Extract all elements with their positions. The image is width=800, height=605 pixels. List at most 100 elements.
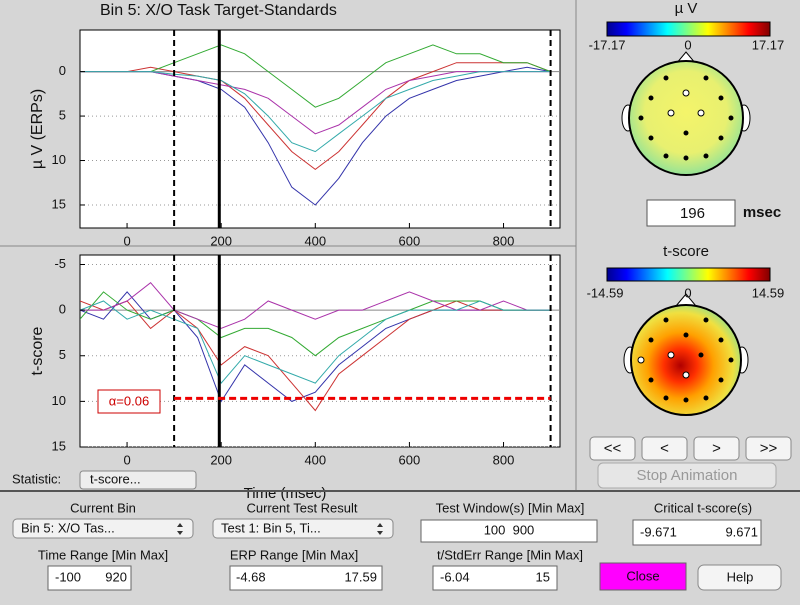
- x-tick-label: 400: [304, 452, 326, 467]
- nav-button[interactable]: [693, 436, 740, 461]
- electrode: [683, 397, 689, 403]
- y-tick-label: 10: [52, 152, 66, 167]
- edit-value: -9.671: [640, 524, 677, 539]
- waveform: [80, 71, 551, 153]
- edit-field[interactable]: [47, 565, 132, 591]
- x-tick-label: 200: [210, 452, 232, 467]
- alpha-box: [97, 389, 161, 414]
- electrode: [648, 337, 654, 343]
- edit-field[interactable]: [420, 519, 598, 543]
- electrode: [648, 135, 654, 141]
- electrode: [703, 153, 709, 159]
- edit-value: 17.59: [344, 569, 377, 584]
- edit-field[interactable]: [632, 519, 762, 546]
- electrode: [703, 395, 709, 401]
- statistic-label: Statistic:: [12, 471, 61, 486]
- electrode: [663, 153, 669, 159]
- x-tick-label: 0: [123, 452, 130, 467]
- edit-value: 9.671: [725, 524, 758, 539]
- electrode: [667, 109, 675, 117]
- x-tick-label: 600: [399, 233, 421, 248]
- electrode: [703, 317, 709, 323]
- edit-field[interactable]: [432, 565, 558, 591]
- electrode: [648, 95, 654, 101]
- chart-title: Bin 5: X/O Task Target-Standards: [100, 2, 337, 19]
- electrode: [718, 337, 724, 343]
- colorbar: [606, 267, 771, 282]
- field-label: ERP Range [Min Max]: [230, 547, 358, 562]
- nav-button-label: <<: [604, 440, 622, 457]
- field-label: Time Range [Min Max]: [38, 547, 168, 562]
- close-button[interactable]: [599, 562, 687, 591]
- popup-menu[interactable]: [212, 518, 394, 539]
- electrode: [698, 352, 704, 358]
- edit-value: 15: [536, 569, 550, 584]
- help-button-label: Help: [727, 569, 754, 584]
- statistic-popup[interactable]: [79, 470, 197, 490]
- nav-button-label: >: [712, 440, 721, 457]
- topo-t: [623, 293, 749, 416]
- close-button-label: Close: [626, 568, 659, 583]
- y-tick-label: 0: [59, 63, 66, 78]
- waveform: [80, 300, 551, 385]
- nav-button[interactable]: [589, 436, 636, 461]
- electrode: [648, 377, 654, 383]
- x-tick-label: 200: [210, 233, 232, 248]
- field-label: Critical t-score(s): [654, 500, 752, 515]
- field-label: Test Window(s) [Min Max]: [436, 500, 585, 515]
- electrode: [683, 155, 689, 161]
- help-button[interactable]: [697, 564, 782, 591]
- x-tick-label: 800: [493, 233, 515, 248]
- plot-layer: [80, 255, 560, 447]
- electrode: [682, 371, 690, 379]
- tscore-axes: [79, 254, 561, 448]
- topo-erp: [621, 51, 751, 176]
- stop-button-label: Stop Animation: [637, 467, 738, 484]
- field-label: t/StdErr Range [Min Max]: [437, 547, 583, 562]
- stop-button[interactable]: [597, 462, 777, 489]
- electrode: [667, 351, 675, 359]
- nav-button-label: >>: [760, 440, 778, 457]
- edit-value: 100 900: [484, 522, 535, 537]
- colorbar-title: t-score: [663, 243, 709, 260]
- latency-field[interactable]: [646, 199, 736, 227]
- x-axis-label: Time (msec): [244, 485, 327, 502]
- popup-arrow: [377, 523, 383, 535]
- edit-field[interactable]: [229, 565, 383, 591]
- electrode: [703, 75, 709, 81]
- y-tick-label: 5: [59, 347, 66, 362]
- edit-value: -4.68: [236, 569, 266, 584]
- waveform: [80, 44, 551, 108]
- popup-menu[interactable]: [12, 518, 194, 539]
- latency-value: 196: [680, 205, 705, 222]
- colorbar-max: 17.17: [752, 37, 785, 52]
- nav-button[interactable]: [745, 436, 792, 461]
- colorbar-mid: 0: [684, 285, 691, 300]
- electrode: [683, 332, 689, 338]
- electrode: [718, 95, 724, 101]
- electrode: [682, 89, 690, 97]
- waveform: [80, 291, 551, 357]
- y-tick-label: 15: [52, 438, 66, 453]
- electrode: [663, 317, 669, 323]
- edit-value: -100: [55, 569, 81, 584]
- edit-value: 920: [105, 569, 127, 584]
- y-tick-label: 15: [52, 196, 66, 211]
- electrode: [663, 75, 669, 81]
- y-tick-label: 0: [59, 302, 66, 317]
- colorbar-mid: 0: [684, 37, 691, 52]
- electrode: [718, 377, 724, 383]
- plot-layer: [80, 30, 560, 228]
- electrode: [728, 357, 734, 363]
- waveform: [80, 300, 551, 412]
- electrode: [718, 135, 724, 141]
- colorbar-min: -17.17: [589, 37, 626, 52]
- popup-value: Bin 5: X/O Tas...: [21, 520, 115, 535]
- latency-unit: msec: [743, 204, 781, 221]
- x-tick-label: 600: [399, 452, 421, 467]
- electrode: [697, 109, 705, 117]
- nav-button[interactable]: [641, 436, 688, 461]
- edit-value: -6.04: [440, 569, 470, 584]
- electrode: [663, 395, 669, 401]
- electrode: [637, 356, 645, 364]
